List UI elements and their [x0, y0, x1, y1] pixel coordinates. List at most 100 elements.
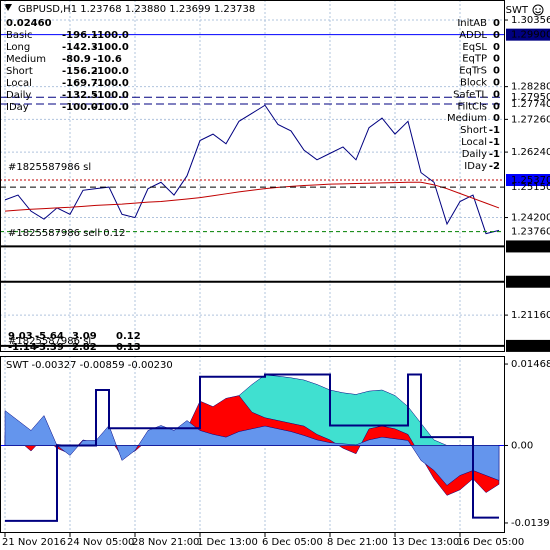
level-label: 1.29900 [511, 30, 550, 41]
status-header: SWT [506, 5, 529, 16]
x-tick-label: 1 Dec 13:00 [197, 537, 258, 548]
stat-value: -1.14 [8, 342, 37, 353]
stat-value: -3.39 [35, 342, 64, 353]
info-number: -100.0 [93, 78, 129, 89]
level-label: 1.22200 [511, 277, 550, 288]
level-label: 1.23300 [511, 241, 550, 252]
y-tick-label: 1.30356 [511, 15, 550, 26]
stat-value: 2.82 [72, 342, 97, 353]
status-value: 0 [493, 113, 500, 124]
x-tick-label: 6 Dec 05:00 [262, 537, 323, 548]
status-value: 0 [493, 42, 500, 53]
status-value: -1 [489, 125, 500, 136]
info-label: Short [6, 66, 33, 77]
info-number: -100.0 [62, 102, 98, 113]
smiley-mouth [535, 11, 541, 14]
status-value: 0 [493, 54, 500, 65]
info-number: -10.6 [93, 54, 122, 65]
stat-value: 3.09 [72, 331, 97, 342]
status-value: 0 [493, 89, 500, 100]
status-label: Local [461, 137, 487, 148]
info-number: -196.1 [62, 30, 98, 41]
x-tick-label: 28 Nov 21:00 [132, 537, 199, 548]
level-label: 1.23760 [511, 227, 550, 238]
stat-value: 0.12 [116, 331, 141, 342]
info-label: Medium [6, 54, 46, 65]
info-number: -100.0 [93, 30, 129, 41]
info-number: -132.5 [62, 90, 98, 101]
status-label: Block [460, 78, 487, 89]
status-label: ADDL [459, 30, 487, 41]
price-label-box [506, 339, 550, 352]
status-label: InitAB [457, 18, 487, 29]
status-value: -1 [489, 149, 500, 160]
x-tick-label: 13 Dec 13:00 [392, 537, 459, 548]
title-icon [4, 4, 12, 11]
x-tick-label: 16 Dec 05:00 [457, 537, 524, 548]
status-label: FiltCls [458, 101, 487, 112]
y-tick-label: 1.27260 [511, 114, 550, 125]
level-label: 1.25370 [511, 175, 550, 186]
panel-frame [0, 356, 505, 533]
smiley-icon [532, 4, 544, 16]
stat-value: -5.64 [35, 331, 64, 342]
info-value: 0.02460 [6, 18, 52, 29]
level-label: 1.27950 [511, 92, 550, 103]
x-tick-label: 21 Nov 2016 [2, 537, 66, 548]
level-label: 1.25150 [511, 182, 550, 193]
info-number: -169.7 [62, 78, 98, 89]
price-label-box [506, 240, 550, 253]
info-number: -100.0 [93, 42, 129, 53]
y-tick-label: -0.01397 [511, 518, 550, 529]
status-label: SafeTL [453, 89, 487, 100]
status-value: 0 [493, 78, 500, 89]
oscillator-area [4, 410, 500, 486]
info-number: -100.0 [93, 90, 129, 101]
order-label: #1825587986 sl [8, 336, 91, 347]
price-label-box [506, 275, 550, 288]
info-label: Basic [6, 30, 32, 41]
x-tick-label: 8 Dec 21:00 [327, 537, 388, 548]
status-value: -2 [489, 161, 500, 172]
panel-title: SWT -0.00327 -0.00859 -0.00230 [6, 360, 173, 371]
level-label: 1.27740 [511, 99, 550, 110]
step-line [5, 373, 499, 522]
order-label: #1825587986 sl [8, 162, 91, 173]
y-tick-label: 1.26240 [511, 147, 550, 158]
status-label: EqTP [462, 54, 487, 65]
price-line [4, 181, 500, 212]
status-value: 0 [493, 66, 500, 77]
price-label-box [506, 174, 550, 187]
level-label: 1.20200 [511, 341, 550, 352]
smiley-eye [539, 8, 541, 10]
info-number: -100.0 [93, 102, 129, 113]
stat-value: 9.03 [8, 331, 33, 342]
price-line [4, 104, 500, 235]
order-label: #1825587986 sell 0.12 [8, 228, 126, 239]
stat-value: 0.13 [116, 342, 141, 353]
y-tick-label: 1.24200 [511, 213, 550, 224]
y-tick-label: 0.00 [511, 440, 533, 451]
info-number: -80.9 [62, 54, 91, 65]
info-number: -156.2 [62, 66, 98, 77]
panel-frame [0, 0, 505, 352]
status-label: Daily [462, 149, 487, 160]
status-label: Medium [447, 113, 487, 124]
status-label: Short [460, 125, 487, 136]
x-tick-label: 24 Nov 05:00 [67, 537, 134, 548]
info-number: -100.0 [93, 66, 129, 77]
status-value: 0 [493, 18, 500, 29]
price-label-box [506, 28, 550, 41]
status-value: 0 [493, 101, 500, 112]
status-value: -1 [489, 137, 500, 148]
info-label: IDay [6, 102, 29, 113]
status-label: IDay [464, 161, 487, 172]
info-label: Local [6, 78, 32, 89]
smiley-eye [535, 8, 537, 10]
y-tick-label: 1.28280 [511, 82, 550, 93]
status-value: 0 [493, 30, 500, 41]
info-label: Long [6, 42, 30, 53]
y-tick-label: 0.01468 [511, 359, 550, 370]
status-label: EqTrS [459, 66, 487, 77]
